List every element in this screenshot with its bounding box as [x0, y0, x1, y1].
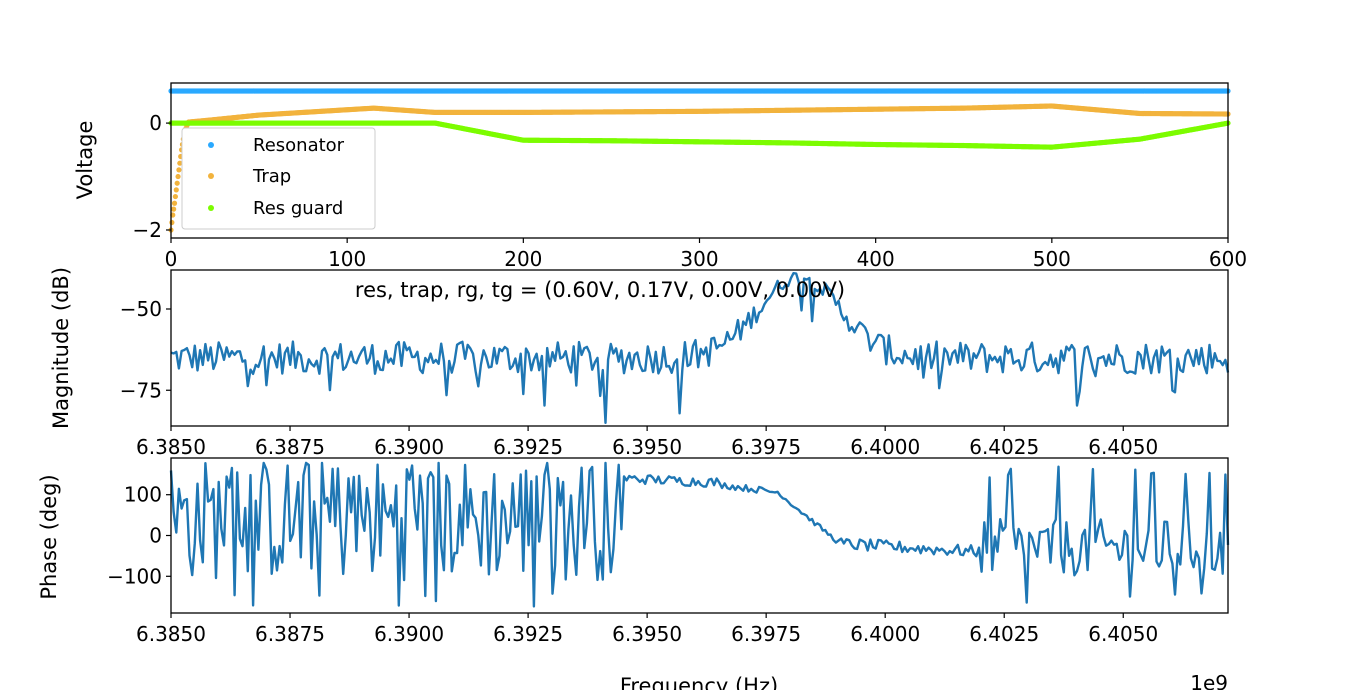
- magnitude-ticks: 6.3850 6.3875 6.3900 6.3925 6.3950 6.3975 6.40…: [120, 297, 1158, 459]
- x-tick-label: 6.3900: [374, 622, 444, 646]
- x-tick-label: 6.3975: [731, 435, 801, 459]
- y-tick-label: −75: [120, 378, 162, 402]
- phase-panel: 6.3850 6.3875 6.3900 6.3925 6.3950 6.3975 6.40…: [37, 457, 1230, 690]
- x-tick-label: 6.3850: [136, 622, 206, 646]
- legend-marker-resonator: [208, 142, 214, 148]
- legend-label-resonator: Resonator: [253, 135, 345, 156]
- legend-marker-res-guard: [208, 205, 214, 211]
- phase-ylabel: Phase (deg): [37, 474, 61, 599]
- phase-line: [169, 461, 1230, 608]
- x-tick-label: 0: [165, 247, 178, 271]
- trap-point: [171, 206, 177, 212]
- trap-point: [176, 167, 182, 173]
- x-tick-label: 6.4025: [969, 622, 1039, 646]
- magnitude-line: [170, 272, 1230, 424]
- trap-point: [177, 160, 183, 166]
- x-tick-label: 600: [1209, 247, 1247, 271]
- x-tick-label: 6.3950: [612, 435, 682, 459]
- x-tick-label: 6.3925: [493, 435, 563, 459]
- x-tick-label: 6.4000: [850, 622, 920, 646]
- x-tick-label: 6.4025: [969, 435, 1039, 459]
- trap-point: [174, 180, 180, 186]
- x-tick-label: 6.3850: [136, 435, 206, 459]
- x-tick-label: 6.3925: [493, 622, 563, 646]
- y-tick-label: 0: [149, 524, 162, 548]
- magnitude-axes-bg: [171, 270, 1228, 426]
- legend-marker-trap: [208, 173, 214, 179]
- x-tick-label: 100: [328, 247, 366, 271]
- x-tick-label: 300: [680, 247, 718, 271]
- x-tick-label: 400: [857, 247, 895, 271]
- trap-point: [173, 187, 179, 193]
- magnitude-title: res, trap, rg, tg = (0.60V, 0.17V, 0.00V…: [355, 278, 845, 302]
- x-tick-label: 6.3900: [374, 435, 444, 459]
- x-tick-label: 6.3950: [612, 622, 682, 646]
- voltage-legend: Resonator Trap Res guard: [181, 127, 376, 230]
- voltage-series-group: [168, 88, 1231, 233]
- trap-point: [171, 200, 178, 206]
- trap-point: [175, 173, 181, 180]
- voltage-ylabel: Voltage: [73, 121, 97, 200]
- x-tick-label: 6.4050: [1088, 435, 1158, 459]
- x-tick-label: 200: [504, 247, 542, 271]
- legend-label-trap: Trap: [252, 166, 291, 187]
- y-tick-label: −2: [133, 218, 162, 242]
- x-tick-label: 6.4000: [850, 435, 920, 459]
- magnitude-axes-frame: [170, 269, 1229, 427]
- y-tick-label: −100: [107, 564, 162, 588]
- magnitude-ylabel: Magnitude (dB): [49, 267, 73, 429]
- magnitude-panel: 6.3850 6.3875 6.3900 6.3925 6.3950 6.3975 6.40…: [49, 267, 1230, 459]
- x-tick-label: 6.4050: [1088, 622, 1158, 646]
- x-offset-label: 1e9: [1190, 671, 1228, 690]
- legend-box: [181, 127, 376, 230]
- y-tick-label: 0: [149, 111, 162, 135]
- trap-point: [172, 193, 178, 200]
- legend-label-res-guard: Res guard: [253, 198, 343, 219]
- x-tick-label: 500: [1033, 247, 1071, 271]
- x-tick-label: 6.3875: [255, 435, 325, 459]
- phase-ticks: 6.3850 6.3875 6.3900 6.3925 6.3950 6.3975 6.40…: [107, 483, 1158, 646]
- voltage-ticks: 0 100 200 300 400 500 600−20: [133, 111, 1248, 271]
- trap-point: [169, 219, 175, 226]
- phase-xlabel: Frequency (Hz): [620, 674, 778, 690]
- y-tick-label: 100: [124, 483, 162, 507]
- x-tick-label: 6.3975: [731, 622, 801, 646]
- voltage-panel: 0 100 200 300 400 500 600−20 Voltage Resonator…: [73, 82, 1248, 271]
- y-tick-label: −50: [120, 297, 162, 321]
- x-tick-label: 6.3875: [255, 622, 325, 646]
